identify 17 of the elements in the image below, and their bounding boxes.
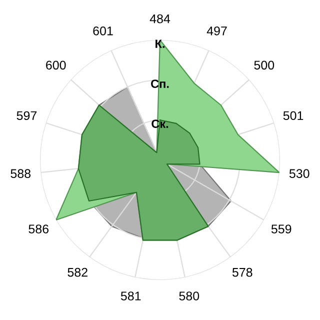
spoke-label: 559 xyxy=(271,224,292,234)
spoke-label: 588 xyxy=(10,169,31,178)
spoke-label: 530 xyxy=(289,169,310,178)
spoke-label: 582 xyxy=(68,268,88,277)
spoke-label: 580 xyxy=(179,292,200,300)
spoke-label: 578 xyxy=(232,268,252,277)
spoke-label: 586 xyxy=(28,224,49,234)
spoke-label: 501 xyxy=(283,111,304,120)
spoke-label: 600 xyxy=(46,60,66,70)
spoke-label: 597 xyxy=(16,111,37,120)
spoke-label: 500 xyxy=(254,60,274,70)
spoke-label: 497 xyxy=(206,26,227,36)
y-tick-label: Сп. xyxy=(151,80,169,88)
spoke-label: 484 xyxy=(150,14,170,24)
y-tick-label: К. xyxy=(156,40,164,48)
spoke-label: 601 xyxy=(93,26,113,36)
spoke-label: 581 xyxy=(120,292,141,300)
